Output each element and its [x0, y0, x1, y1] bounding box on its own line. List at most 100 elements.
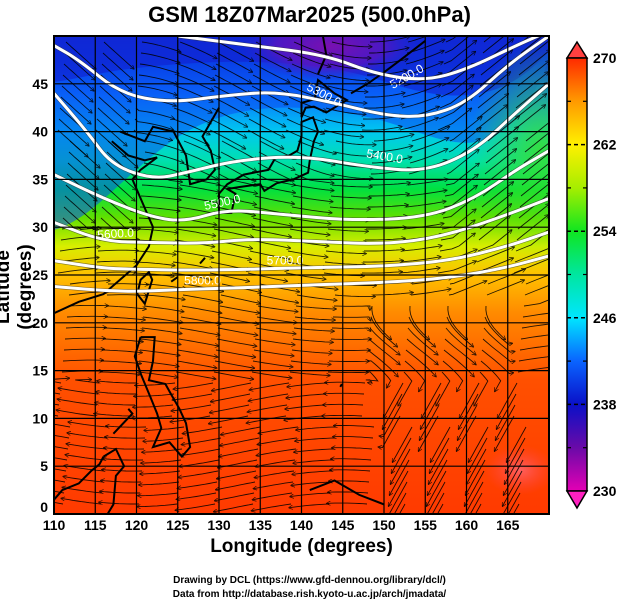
- streamline: [521, 36, 531, 43]
- streamline: [214, 217, 254, 226]
- streamline: [331, 41, 372, 47]
- streamline: [175, 228, 215, 236]
- streamline: [215, 492, 255, 501]
- streamline: [371, 157, 411, 164]
- coastline: [133, 336, 192, 459]
- streamline: [458, 404, 478, 440]
- streamline: [430, 437, 450, 473]
- streamline: [468, 437, 488, 473]
- streamline: [516, 72, 548, 98]
- colorbar-tick-label: 254: [593, 223, 617, 239]
- y-tick-label: 45: [32, 76, 48, 92]
- streamline: [256, 316, 297, 323]
- streamline: [327, 372, 368, 373]
- chart-title: GSM 18Z07Mar2025 (500.0hPa): [148, 2, 471, 27]
- streamline: [475, 105, 507, 131]
- streamline: [327, 503, 368, 504]
- streamline: [334, 295, 375, 297]
- streamline: [249, 107, 285, 127]
- streamline: [103, 41, 134, 69]
- streamline: [369, 194, 409, 196]
- streamline: [212, 382, 252, 391]
- streamline: [392, 437, 412, 473]
- streamline: [178, 52, 216, 69]
- streamline: [503, 470, 523, 506]
- grid-lines: [54, 36, 549, 514]
- streamline: [104, 173, 135, 201]
- streamline: [421, 393, 441, 429]
- streamline: [513, 258, 549, 274]
- streamline: [474, 371, 489, 406]
- x-axis-label: Longitude (degrees): [210, 536, 393, 557]
- streamline: [520, 171, 549, 197]
- streamline: [292, 52, 331, 67]
- streamline: [439, 233, 475, 252]
- streamline: [409, 305, 429, 339]
- streamline: [410, 138, 448, 153]
- y-tick-label: 20: [32, 315, 48, 331]
- streamline: [324, 118, 364, 126]
- streamline: [520, 334, 549, 340]
- streamline: [248, 404, 288, 412]
- streamline: [507, 426, 527, 462]
- streamline: [292, 195, 333, 202]
- streamline: [180, 459, 220, 467]
- streamline: [398, 503, 406, 514]
- streamline: [487, 116, 519, 142]
- streamline: [218, 173, 257, 186]
- streamline: [514, 247, 549, 263]
- streamline: [361, 272, 402, 274]
- streamline: [258, 437, 298, 445]
- streamline: [399, 268, 440, 274]
- colorbar-tick-label: 230: [593, 483, 617, 499]
- streamline: [100, 491, 140, 493]
- streamline: [209, 272, 249, 281]
- y-tick-label: 35: [32, 171, 48, 187]
- streamline: [182, 294, 222, 302]
- streamline: [257, 162, 294, 181]
- streamline: [210, 404, 250, 413]
- streamline: [252, 74, 289, 93]
- streamline: [58, 399, 98, 406]
- streamline: [219, 448, 259, 457]
- streamline: [485, 138, 517, 164]
- streamline: [253, 492, 293, 500]
- streamline: [99, 502, 139, 504]
- streamline: [54, 457, 68, 461]
- streamline: [448, 281, 486, 296]
- streamline: [497, 393, 517, 429]
- streamline: [368, 205, 408, 207]
- streamline: [214, 503, 254, 512]
- streamline: [480, 360, 502, 391]
- streamline: [444, 36, 470, 54]
- streamline: [142, 316, 183, 323]
- streamline: [220, 294, 260, 304]
- streamline: [469, 492, 483, 514]
- streamline: [213, 228, 253, 237]
- streamline: [480, 50, 512, 76]
- streamline: [334, 151, 375, 156]
- streamline: [67, 162, 98, 190]
- streamline: [407, 327, 438, 355]
- streamline: [176, 360, 216, 368]
- streamline: [333, 437, 374, 438]
- coastline: [300, 78, 349, 118]
- streamline: [372, 146, 412, 153]
- streamline: [483, 36, 493, 43]
- streamline: [373, 135, 413, 142]
- streamline: [289, 228, 330, 235]
- x-tick-label: 120: [125, 517, 149, 533]
- streamline: [293, 459, 334, 463]
- streamline: [61, 85, 92, 113]
- streamline: [482, 36, 505, 54]
- streamline: [465, 470, 485, 506]
- streamline: [289, 503, 330, 508]
- streamline: [99, 228, 140, 229]
- streamline: [178, 338, 218, 346]
- streamline: [176, 74, 214, 91]
- streamline: [63, 63, 94, 91]
- streamline: [173, 250, 213, 258]
- streamline: [175, 371, 215, 379]
- streamline: [365, 371, 379, 383]
- streamline: [101, 63, 132, 91]
